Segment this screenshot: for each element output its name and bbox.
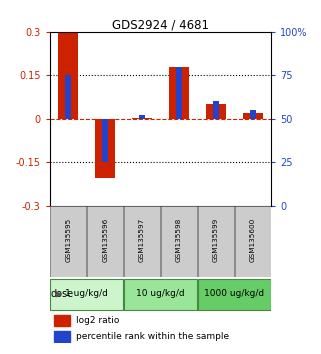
- Bar: [95, 119, 115, 178]
- Text: GSM135600: GSM135600: [250, 218, 256, 262]
- FancyBboxPatch shape: [161, 206, 197, 277]
- Bar: [132, 118, 152, 119]
- Bar: [206, 104, 226, 119]
- Bar: [250, 110, 256, 119]
- Text: dose: dose: [50, 289, 73, 299]
- Text: 1 ug/kg/d: 1 ug/kg/d: [65, 289, 108, 298]
- Bar: [58, 32, 78, 119]
- Text: percentile rank within the sample: percentile rank within the sample: [76, 332, 230, 341]
- Text: GSM135597: GSM135597: [139, 218, 145, 262]
- FancyBboxPatch shape: [50, 206, 86, 277]
- Text: GSM135599: GSM135599: [213, 218, 219, 262]
- Bar: [54, 331, 70, 342]
- Bar: [169, 67, 189, 119]
- FancyBboxPatch shape: [235, 206, 271, 277]
- Title: GDS2924 / 4681: GDS2924 / 4681: [112, 19, 209, 32]
- FancyBboxPatch shape: [124, 206, 160, 277]
- Text: GSM135595: GSM135595: [65, 218, 71, 262]
- Text: GSM135596: GSM135596: [102, 218, 108, 262]
- Text: log2 ratio: log2 ratio: [76, 316, 120, 325]
- Bar: [65, 75, 71, 119]
- Bar: [176, 67, 182, 119]
- FancyBboxPatch shape: [87, 206, 123, 277]
- FancyBboxPatch shape: [124, 279, 197, 310]
- FancyBboxPatch shape: [50, 279, 123, 310]
- Text: 10 ug/kg/d: 10 ug/kg/d: [136, 289, 185, 298]
- Bar: [243, 113, 263, 119]
- FancyBboxPatch shape: [198, 206, 234, 277]
- Text: GSM135598: GSM135598: [176, 218, 182, 262]
- Bar: [139, 115, 145, 119]
- Bar: [213, 102, 219, 119]
- Bar: [102, 119, 108, 162]
- Bar: [54, 315, 70, 326]
- Text: 1000 ug/kg/d: 1000 ug/kg/d: [204, 289, 265, 298]
- FancyBboxPatch shape: [198, 279, 271, 310]
